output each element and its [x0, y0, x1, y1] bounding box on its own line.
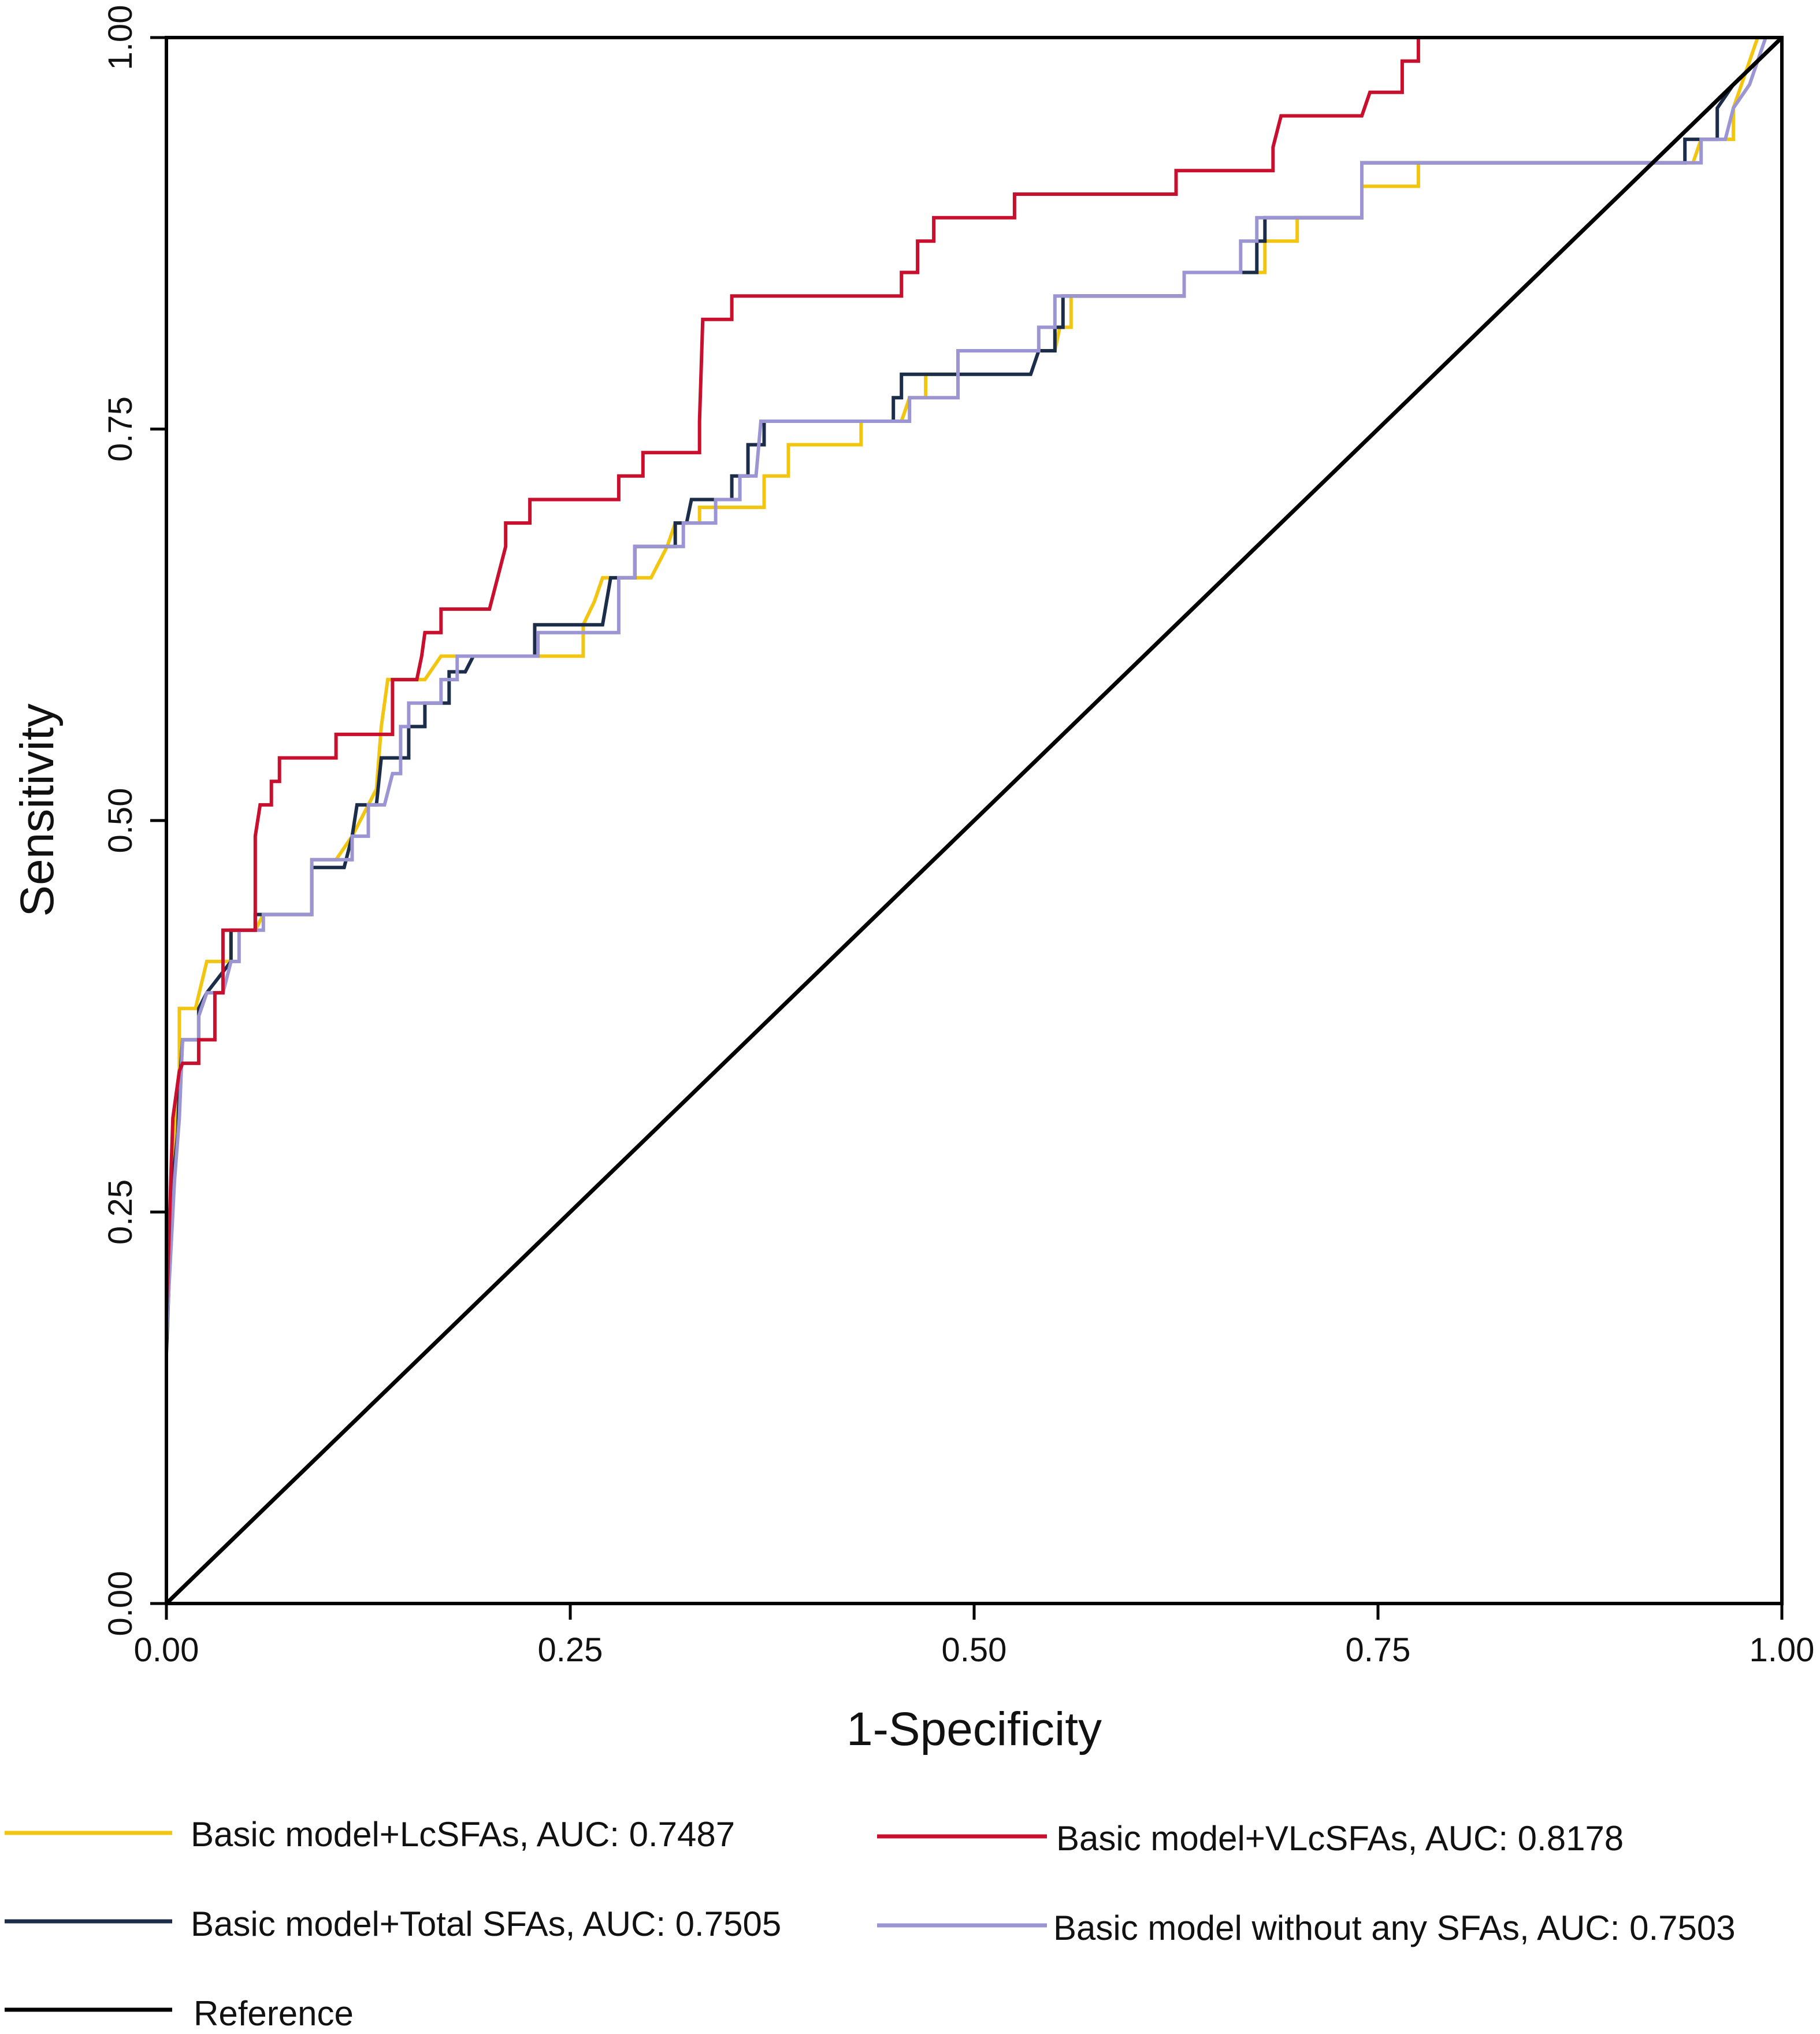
legend-label-basic-model-without-any-sfas: Basic model without any SFAs, AUC: 0.750…: [1053, 1909, 1736, 1947]
x-tick-label: 0.25: [538, 1631, 603, 1669]
x-tick-label: 0.00: [134, 1631, 199, 1669]
series-line-basic-model-vlcsfas: [165, 36, 1782, 1604]
legend-label-basic-model-lcsfas: Basic model+LcSFAs, AUC: 0.7487: [191, 1815, 735, 1854]
y-tick-label: 0.25: [102, 1179, 139, 1245]
y-tick-label: 0.50: [102, 788, 139, 853]
y-axis-title: Sensitivity: [11, 703, 64, 916]
y-tick-label: 1.00: [102, 5, 139, 70]
y-tick-label: 0.75: [102, 396, 139, 462]
legend: Basic model+LcSFAs, AUC: 0.7487 Basic mod…: [5, 1815, 1736, 2033]
x-axis-title: 1-Specificity: [846, 1703, 1102, 1755]
legend-label-reference: Reference: [194, 1994, 354, 2031]
x-tick-label: 0.75: [1346, 1631, 1411, 1669]
y-tick-label: 0.00: [102, 1571, 139, 1636]
x-tick-label: 0.50: [942, 1631, 1007, 1669]
plot-area: [165, 36, 1784, 1605]
legend-label-basic-model-vlcsfas: Basic model+VLcSFAs, AUC: 0.8178: [1056, 1819, 1624, 1858]
x-tick-label: 1.00: [1750, 1631, 1815, 1669]
x-axis: 0.00 0.25 0.50 0.75 1.00: [134, 1604, 1815, 1669]
legend-label-basic-model-total-sfas: Basic model+Total SFAs, AUC: 0.7505: [191, 1905, 781, 1943]
series-line-reference: [165, 36, 1784, 1605]
y-axis: 0.00 0.25 0.50 0.75 1.00: [102, 5, 166, 1636]
